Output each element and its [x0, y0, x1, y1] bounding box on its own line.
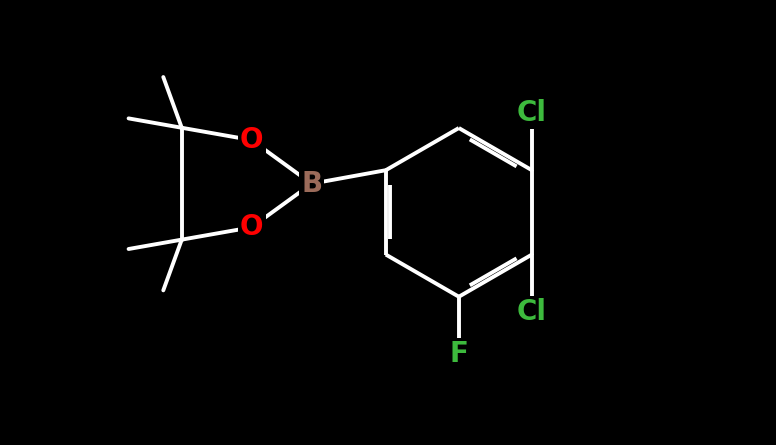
Text: F: F — [449, 340, 468, 368]
Text: B: B — [301, 170, 322, 198]
Text: O: O — [240, 126, 263, 154]
Text: Cl: Cl — [517, 99, 547, 127]
Text: O: O — [240, 213, 263, 241]
Text: Cl: Cl — [517, 298, 547, 326]
